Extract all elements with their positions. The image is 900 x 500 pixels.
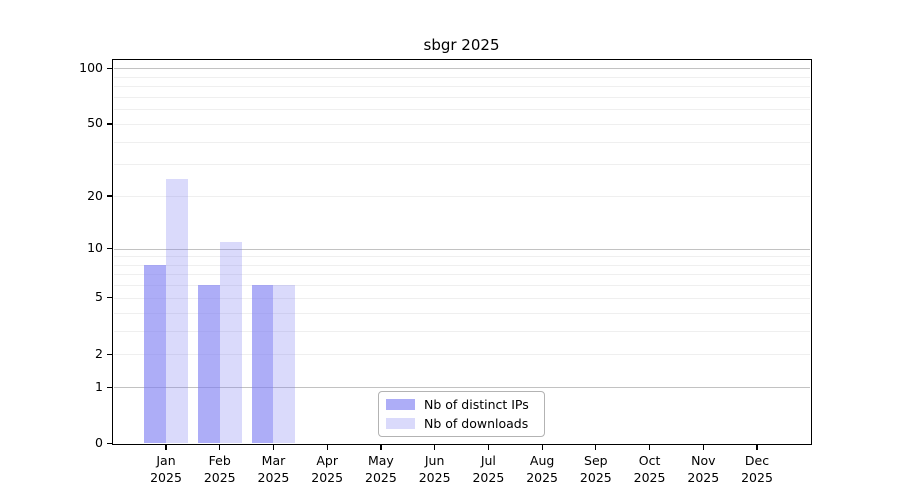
y-axis-tick: [107, 353, 113, 355]
x-axis-tick: [541, 444, 543, 450]
x-axis-tick: [702, 444, 704, 450]
gridline-minor: [113, 264, 810, 266]
x-axis-tick-label: Sep 2025: [579, 453, 612, 485]
gridline-minor: [113, 297, 810, 299]
legend-label-downloads: Nb of downloads: [424, 416, 529, 431]
x-axis-tick-label: Jan 2025: [150, 453, 182, 485]
gridline-minor: [113, 274, 810, 276]
x-axis-tick-label: Nov 2025: [687, 453, 720, 485]
y-axis-tick: [107, 386, 113, 388]
y-axis-tick-label: 5: [95, 289, 103, 305]
bar-downloads-jan: [166, 178, 188, 444]
y-axis-tick: [107, 248, 113, 250]
y-axis-tick-label: 50: [87, 115, 103, 131]
x-axis-tick: [434, 444, 436, 450]
x-axis-tick-label: Jun 2025: [418, 453, 451, 485]
gridline-minor: [113, 196, 810, 198]
x-axis-tick-label: Oct 2025: [633, 453, 666, 485]
legend-swatch-downloads-icon: [386, 418, 415, 429]
y-axis-tick-label: 1: [95, 378, 103, 394]
gridline-minor: [113, 164, 810, 166]
y-axis-tick-label: 10: [87, 240, 103, 256]
y-axis-tick-label: 0: [95, 435, 103, 450]
gridline-major: [113, 387, 810, 389]
legend-item-downloads: Nb of downloads: [386, 416, 544, 431]
gridline-minor: [113, 86, 810, 88]
bar-downloads-feb: [219, 241, 242, 444]
x-axis-tick: [380, 444, 382, 450]
y-axis-tick-label: 20: [87, 187, 103, 203]
bar-distinct-ips-mar: [251, 285, 274, 444]
x-axis-tick-label: Feb 2025: [203, 453, 236, 485]
gridline-minor: [113, 97, 810, 99]
gridline-major: [113, 248, 810, 250]
x-axis-tick: [487, 444, 489, 450]
y-axis-tick: [107, 67, 113, 69]
x-axis-tick-label: Jul 2025: [472, 453, 505, 485]
legend-label-distinct-ips: Nb of distinct IPs: [424, 397, 529, 412]
x-axis-tick-label: Dec 2025: [741, 453, 773, 485]
x-axis-tick: [648, 444, 651, 450]
x-axis-tick-label: Mar 2025: [257, 453, 290, 485]
x-axis-tick: [756, 444, 758, 450]
gridline-minor: [113, 330, 810, 332]
x-axis-tick: [326, 444, 328, 450]
bar-downloads-mar: [273, 285, 296, 444]
gridline-minor: [113, 141, 810, 143]
gridline-minor: [113, 312, 810, 314]
chart-title: sbgr 2025: [423, 36, 500, 54]
legend: Nb of distinct IPs Nb of downloads: [378, 391, 545, 437]
gridline-minor: [113, 256, 810, 258]
x-axis-tick-label: Aug 2025: [526, 453, 559, 485]
y-axis-tick: [107, 123, 113, 125]
bar-distinct-ips-jan: [144, 264, 166, 444]
x-axis-tick-label: Apr 2025: [311, 453, 344, 485]
x-axis-tick: [165, 444, 167, 450]
gridline-minor: [113, 123, 810, 125]
x-axis-tick: [595, 444, 597, 450]
gridline-minor: [113, 354, 810, 356]
gridline-major: [113, 68, 810, 70]
y-axis-tick: [107, 195, 113, 197]
bar-distinct-ips-feb: [197, 285, 220, 444]
y-axis-tick-label: 2: [95, 345, 103, 361]
gridline-minor: [113, 109, 810, 111]
y-axis-tick: [107, 442, 113, 445]
x-axis-tick: [219, 444, 221, 450]
y-axis-tick-label: 100: [79, 59, 103, 75]
gridline-minor: [113, 285, 810, 287]
legend-item-distinct-ips: Nb of distinct IPs: [386, 397, 544, 412]
y-axis-tick: [107, 297, 113, 299]
x-axis-tick: [272, 444, 275, 450]
legend-swatch-distinct-ips-icon: [386, 399, 415, 410]
x-axis-tick-label: May 2025: [365, 453, 397, 485]
gridline-minor: [113, 76, 810, 78]
